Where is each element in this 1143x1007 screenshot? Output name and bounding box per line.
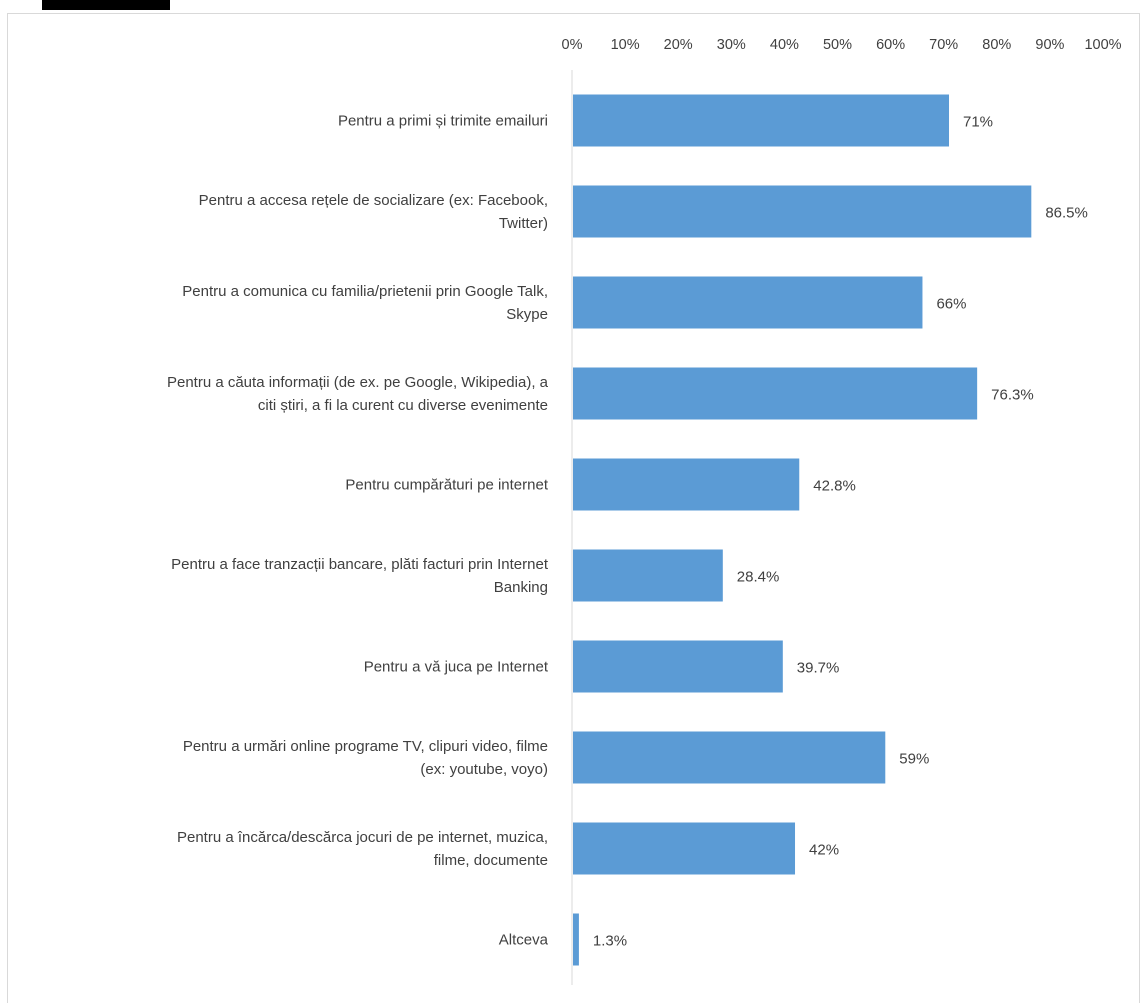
category-label: Pentru a comunica cu familia/prietenii p… (182, 283, 548, 323)
bar (573, 458, 800, 511)
x-tick-label: 60% (876, 37, 905, 53)
data-label: 28.4% (737, 569, 780, 586)
x-axis-ticks: 0% 10% 20% 30% 40% 50% 60% 70% 80% 90% 100% (562, 37, 1122, 53)
data-label: 42.8% (813, 478, 856, 495)
header-strip (42, 0, 170, 10)
bar (573, 367, 978, 420)
category-label: Pentru a urmări online programe TV, clip… (183, 738, 548, 778)
bar (573, 731, 886, 784)
category-labels: Pentru a primi și trimite emailuri Pentru… (167, 113, 549, 949)
x-tick-label: 50% (823, 37, 852, 53)
bar (573, 276, 923, 329)
data-label: 39.7% (797, 660, 840, 677)
category-label: Pentru cumpărături pe internet (345, 477, 548, 494)
data-label: 71% (963, 114, 993, 131)
x-tick-label: 100% (1084, 37, 1121, 53)
x-tick-label: 20% (664, 37, 693, 53)
data-label: 66% (936, 296, 966, 313)
bar (573, 549, 723, 602)
x-tick-label: 80% (982, 37, 1011, 53)
bar (573, 94, 950, 147)
x-tick-label: 70% (929, 37, 958, 53)
x-tick-label: 40% (770, 37, 799, 53)
data-label: 86.5% (1045, 205, 1088, 222)
data-label: 1.3% (593, 933, 627, 950)
data-label: 59% (899, 751, 929, 768)
bar (573, 822, 796, 875)
bar (573, 185, 1032, 238)
data-label: 76.3% (991, 387, 1034, 404)
data-labels: 71% 86.5% 66% 76.3% 42.8% 28.4% 39.7% 59% 42% 1.3… (593, 114, 1088, 950)
data-label: 42% (809, 842, 839, 859)
bar (573, 913, 579, 966)
x-tick-label: 10% (611, 37, 640, 53)
category-label: Pentru a accesa rețele de socializare (e… (199, 192, 548, 232)
category-label: Pentru a încărca/descărca jocuri de pe i… (177, 829, 548, 869)
x-tick-label: 30% (717, 37, 746, 53)
category-label: Pentru a căuta informații (de ex. pe Goo… (167, 374, 549, 414)
x-tick-label: 90% (1035, 37, 1064, 53)
bar (573, 640, 783, 693)
category-label: Pentru a face tranzacții bancare, plăti … (171, 556, 549, 596)
category-label: Pentru a vă juca pe Internet (364, 659, 549, 676)
chart-frame (7, 13, 1140, 1003)
x-tick-label: 0% (562, 37, 583, 53)
category-label: Altceva (499, 932, 549, 949)
bars (573, 94, 1032, 966)
category-label: Pentru a primi și trimite emailuri (338, 113, 548, 130)
